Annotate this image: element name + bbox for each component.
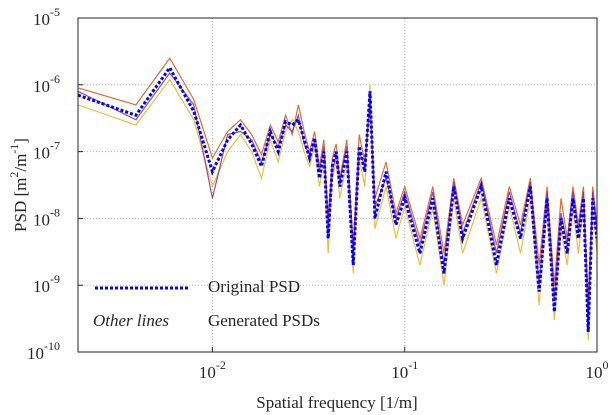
- tick-base: 10: [33, 277, 50, 296]
- tick-base: 10: [33, 10, 50, 29]
- x-tick-label: 100: [586, 358, 609, 382]
- y-label-part: ]: [11, 138, 30, 144]
- y-label-part: -1: [7, 144, 21, 154]
- tick-base: 10: [33, 210, 50, 229]
- y-tick-label: 10-8: [33, 205, 60, 229]
- y-tick-label: 10-10: [27, 339, 60, 363]
- tick-exponent: -10: [44, 339, 60, 353]
- tick-exponent: -7: [50, 138, 60, 152]
- x-tick-label: 10-1: [391, 358, 418, 382]
- y-label-part: /m: [11, 154, 30, 172]
- tick-base: 10: [33, 77, 50, 96]
- y-tick-label: 10-5: [33, 5, 60, 29]
- legend-label: Original PSD: [208, 277, 300, 296]
- tick-base: 10: [586, 363, 603, 382]
- x-tick-label: 10-2: [199, 358, 226, 382]
- y-tick-label: 10-9: [33, 272, 60, 296]
- y-axis-label: PSD [m2/m-1]: [7, 138, 30, 232]
- y-label-part: 2: [7, 172, 21, 178]
- tick-base: 10: [33, 144, 50, 163]
- original-line: [78, 64, 597, 332]
- tick-exponent: -5: [50, 5, 60, 19]
- tick-exponent: -9: [50, 272, 60, 286]
- legend: Original PSD Other lines Generated PSDs: [93, 277, 320, 330]
- y-label-part: PSD [m: [11, 178, 30, 232]
- x-axis-label: Spatial frequency [1/m]: [256, 393, 417, 412]
- y-tick-label: 10-6: [33, 72, 60, 96]
- tick-exponent: -2: [216, 358, 226, 372]
- tick-base: 10: [199, 363, 216, 382]
- tick-exponent: -6: [50, 72, 60, 86]
- tick-exponent: -1: [408, 358, 418, 372]
- legend-label: Generated PSDs: [208, 311, 320, 330]
- tick-exponent: 0: [603, 358, 609, 372]
- plot-frame: [77, 17, 598, 353]
- plot-area: [78, 18, 597, 352]
- tick-exponent: -8: [50, 205, 60, 219]
- tick-base: 10: [391, 363, 408, 382]
- lines: [78, 57, 597, 341]
- tick-base: 10: [27, 344, 44, 363]
- legend-sample-label: Other lines: [93, 311, 169, 330]
- y-tick-label: 10-7: [33, 138, 60, 162]
